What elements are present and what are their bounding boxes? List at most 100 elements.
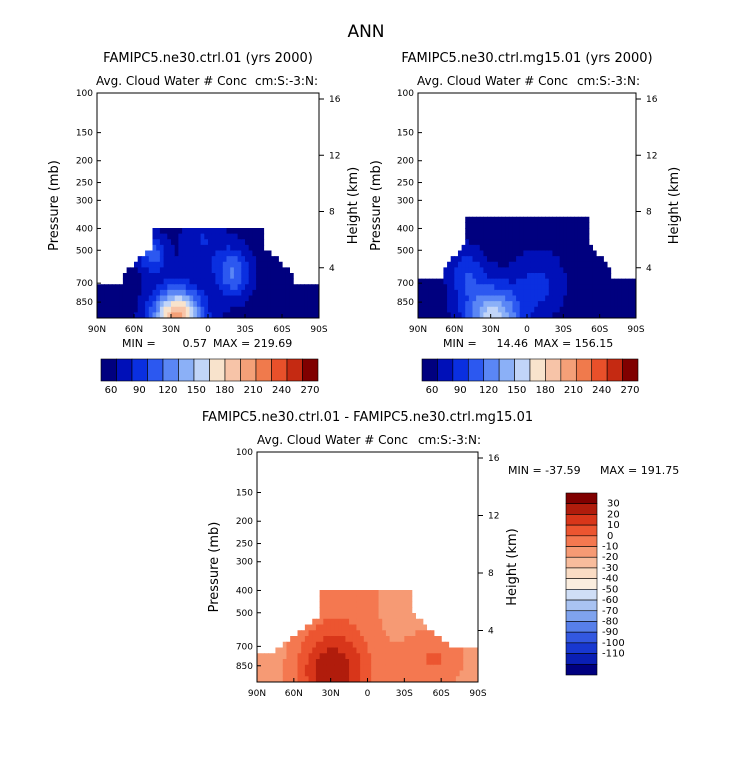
- heatmap-cell: [378, 607, 383, 614]
- heatmap-cell: [185, 273, 191, 280]
- heatmap-cell: [463, 676, 468, 682]
- heatmap-cell: [548, 233, 554, 240]
- heatmap-cell: [159, 267, 165, 274]
- heatmap-cell: [382, 590, 387, 597]
- panel-subtitle: Avg. Cloud Water # Conc: [257, 433, 408, 447]
- heatmap-cell: [189, 289, 194, 297]
- colorbar-label: 120: [479, 385, 498, 396]
- heatmap-cell: [148, 267, 154, 274]
- heatmap-cell: [452, 659, 457, 666]
- heatmap-cell: [356, 630, 361, 637]
- heatmap-cell: [588, 261, 593, 268]
- heatmap-cell: [315, 664, 321, 672]
- heatmap-cell: [378, 595, 383, 603]
- heatmap-cell: [290, 641, 295, 649]
- heatmap-cell: [537, 222, 543, 229]
- heatmap-cell: [433, 664, 439, 672]
- heatmap-cell: [311, 301, 316, 308]
- heatmap-cell: [233, 256, 239, 263]
- heatmap-cell: [574, 301, 579, 308]
- heatmap-cell: [215, 250, 220, 257]
- heatmap-cell: [422, 641, 428, 649]
- heatmap-cell: [563, 256, 568, 263]
- y-tick-label: 200: [397, 157, 414, 167]
- heatmap-cell: [111, 312, 117, 318]
- heatmap-cell: [396, 664, 402, 672]
- heatmap-cell: [241, 278, 246, 285]
- colorbar-label: 30: [607, 499, 620, 510]
- heatmap-cell: [419, 641, 424, 649]
- heatmap-cell: [537, 273, 543, 280]
- heatmap-cell: [490, 301, 495, 308]
- heatmap-cell: [360, 630, 365, 637]
- heatmap-cell: [148, 301, 154, 308]
- heatmap-cell: [326, 601, 332, 608]
- heatmap-cell: [497, 284, 503, 291]
- heatmap-cell: [490, 306, 495, 313]
- heatmap-cell: [159, 273, 165, 280]
- heatmap-cell: [200, 312, 205, 318]
- heatmap-cell: [432, 295, 437, 302]
- heatmap-cell: [237, 228, 242, 235]
- heatmap-cell: [443, 267, 448, 274]
- heatmap-cell: [447, 289, 452, 297]
- heatmap-cell: [245, 289, 250, 297]
- heatmap-cell: [527, 284, 532, 291]
- heatmap-cell: [411, 653, 416, 660]
- heatmap-cell: [530, 267, 535, 274]
- heatmap-cell: [189, 239, 194, 246]
- heatmap-cells: [418, 216, 636, 318]
- heatmap-cell: [167, 228, 172, 235]
- heatmap-cell: [592, 267, 597, 274]
- heatmap-cell: [334, 624, 339, 631]
- min-value: 14.46: [497, 337, 529, 350]
- heatmap-cell: [512, 273, 517, 280]
- heatmap-cell: [505, 295, 510, 302]
- heatmap-cell: [219, 306, 224, 313]
- heatmap-cell: [270, 278, 276, 285]
- heatmap-cell: [252, 284, 257, 291]
- heatmap-cell: [552, 284, 557, 291]
- heatmap-cell: [145, 250, 150, 257]
- heatmap-cell: [404, 595, 409, 603]
- heatmap-cell: [625, 306, 630, 313]
- heatmap-cell: [599, 261, 604, 268]
- heatmap-cell: [352, 653, 358, 660]
- heatmap-cell: [226, 312, 231, 318]
- heatmap-cell: [323, 647, 328, 654]
- heatmap-cell: [330, 624, 335, 631]
- heatmap-cell: [290, 647, 295, 654]
- heatmap-cell: [457, 284, 463, 291]
- heatmap-cell: [257, 664, 262, 672]
- heatmap-cell: [248, 267, 253, 274]
- heatmap-cell: [204, 228, 209, 235]
- heatmap-cell: [200, 289, 205, 297]
- heatmap-cell: [315, 647, 321, 654]
- heatmap-cell: [241, 228, 246, 235]
- heatmap-cell: [289, 295, 294, 302]
- heatmap-cell: [570, 278, 575, 285]
- heatmap-cell: [556, 244, 561, 252]
- heatmap-cell: [204, 301, 209, 308]
- heatmap-cell: [141, 256, 146, 263]
- heatmap-cell: [267, 295, 272, 302]
- heatmap-cell: [548, 216, 554, 223]
- heatmap-cell: [252, 306, 257, 313]
- heatmap-cell: [599, 295, 604, 302]
- heatmap-cell: [452, 670, 457, 677]
- heatmap-cell: [483, 267, 488, 274]
- heatmap-cell: [130, 295, 135, 302]
- colorbar-swatch: [514, 358, 531, 382]
- heatmap-cell: [171, 261, 176, 268]
- heatmap-cell: [159, 312, 165, 318]
- heatmap-cell: [592, 295, 597, 302]
- heatmap-cell: [457, 312, 463, 318]
- heatmap-cell: [501, 239, 506, 246]
- heatmap-cell: [610, 278, 615, 285]
- heatmap-cell: [156, 244, 161, 252]
- heatmap-cell: [432, 278, 437, 285]
- heatmap-cell: [189, 301, 194, 308]
- heatmap-cell: [256, 250, 261, 257]
- heatmap-cell: [389, 647, 394, 654]
- heatmap-cell: [476, 244, 481, 252]
